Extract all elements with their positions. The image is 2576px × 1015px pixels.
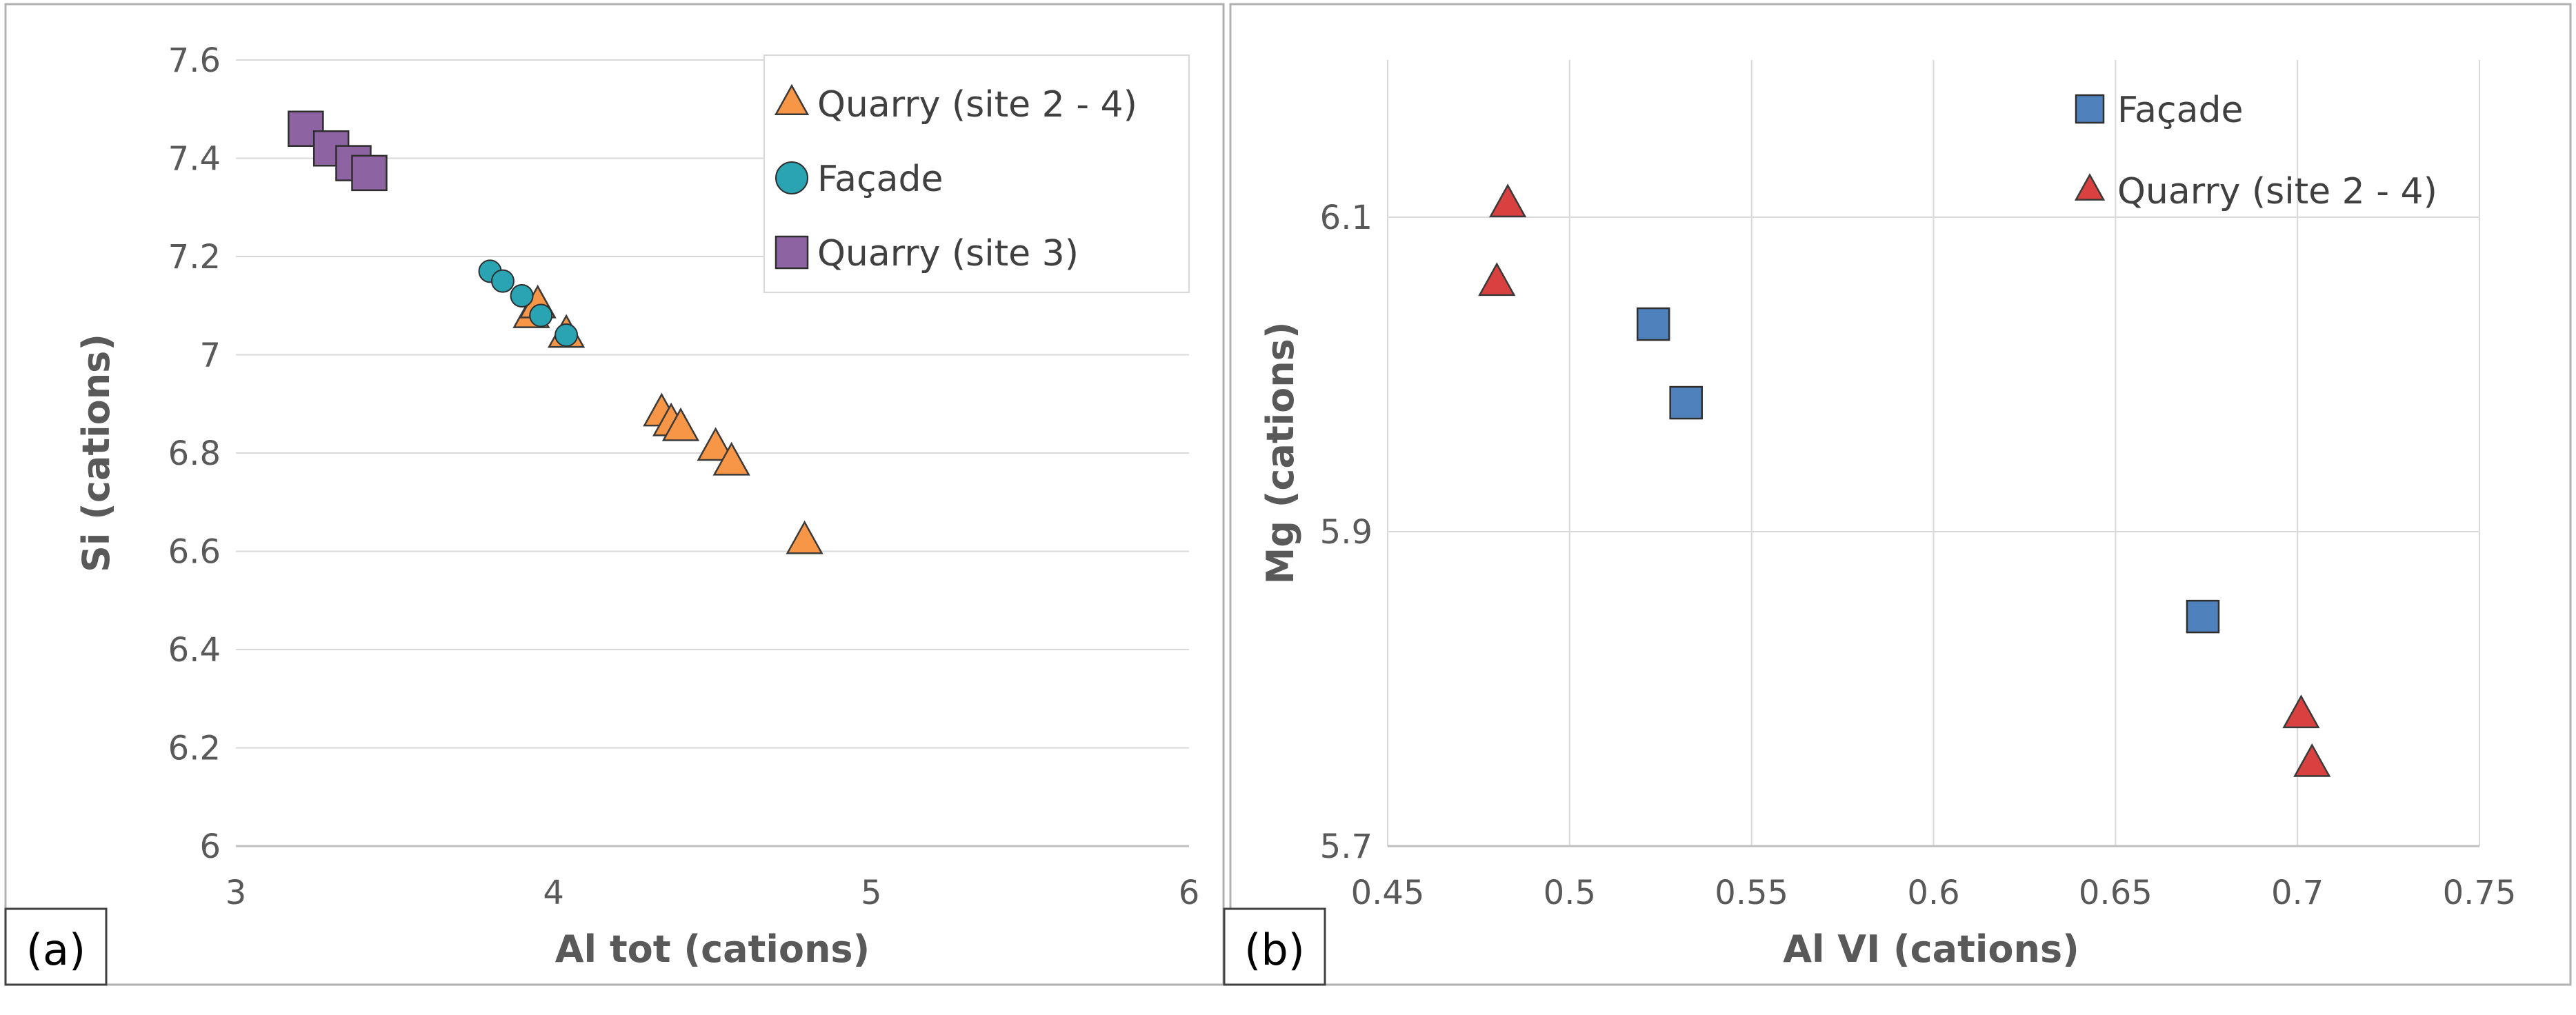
data-point [786,520,823,554]
legend-label: Quarry (site 2 - 4) [2117,171,2437,212]
legend-marker [775,235,809,270]
x-tick-label: 0.7 [2271,874,2324,912]
y-tick-label: 7.4 [168,140,221,179]
y-tick-label: 6.2 [168,730,221,768]
x-tick-label: 5 [861,874,882,912]
x-tick-label: 6 [1179,874,1200,912]
x-tick-label: 0.75 [2443,874,2517,912]
data-point [697,427,735,461]
y-tick-label: 6.4 [168,631,221,670]
data-point [1478,262,1516,297]
x-tick-label: 0.6 [1907,874,1959,912]
chart-1-y-axis-title: Mg (cations) [1259,321,1302,584]
data-point [1489,183,1527,218]
chart-1-legend: Façade Quarry (site 2 - 4) [2074,90,2437,212]
panel-b-label-box [1223,907,1326,986]
data-point [712,441,750,476]
data-point [529,303,553,328]
series-fa-ade [478,259,579,347]
legend-marker [774,83,810,115]
y-tick-label: 5.9 [1320,513,1372,552]
x-tick-label: 0.65 [2079,874,2153,912]
y-tick-label: 7.2 [168,238,221,277]
y-tick-label: 5.7 [1320,827,1372,866]
panel-a-label-box [4,907,108,986]
y-tick-label: 6.6 [168,533,221,572]
legend-marker [2075,94,2105,124]
y-tick-label: 6.1 [1320,199,1372,237]
legend-marker [775,161,808,194]
data-point [351,154,388,192]
chart-0-legend: Quarry (site 2 - 4) Façade Quarry (site 3) [763,54,1190,293]
chart-1-x-axis-title: Al VI (cations) [1783,927,2079,971]
x-tick-label: 0.45 [1351,874,1425,912]
data-point [555,323,579,347]
panel-b: 5.7 5.9 6.1 0.45 0.5 0.55 0.6 0.65 0.7 0.75 Al VI … [1259,60,2516,971]
legend-marker [2074,173,2106,201]
data-point [1669,385,1703,420]
data-point [510,284,534,308]
legend-label: Façade [817,159,943,200]
data-point [2282,694,2320,729]
y-tick-label: 7.6 [168,41,221,80]
data-point [490,269,515,293]
y-tick-label: 6.8 [168,434,221,473]
legend-label: Quarry (site 2 - 4) [817,84,1137,125]
panel-a: 6 6.2 6.4 6.6 6.8 7 7.2 7.4 7.6 3 4 5 6 Al tot (catio… [74,41,1199,971]
y-tick-label: 6 [199,827,221,866]
legend-label: Quarry (site 3) [817,233,1079,274]
series-quarry-site-3- [288,110,388,192]
data-point [1636,307,1670,341]
legend-box [763,54,1190,293]
chart-0-x-axis-title: Al tot (cations) [555,927,870,971]
legend-label: Façade [2117,90,2243,131]
x-tick-label: 0.5 [1544,874,1596,912]
chart-0-y-axis-title: Si (cations) [74,334,118,572]
panel-b-label: (b) [1244,925,1305,975]
data-point [2293,743,2331,777]
x-tick-label: 4 [543,874,564,912]
panel-b-frame [1229,3,2572,986]
data-point [661,407,700,441]
data-point [2186,599,2220,634]
series-quarry-site-2-4- [1478,183,2331,777]
x-tick-label: 0.55 [1715,874,1788,912]
y-tick-label: 7 [199,336,221,375]
x-tick-label: 3 [226,874,247,912]
panel-a-label: (a) [26,925,86,975]
chart-1-grid [1387,60,2480,847]
series-fa-ade [1636,307,2220,634]
